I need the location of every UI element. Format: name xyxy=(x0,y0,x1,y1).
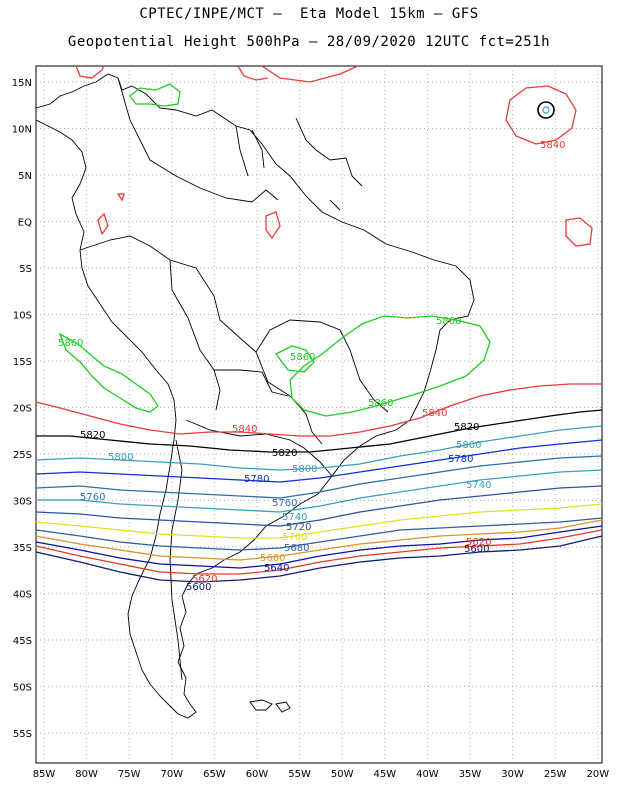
lon-tick-label: 70W xyxy=(160,769,183,780)
lon-tick-label: 20W xyxy=(586,769,609,780)
contour-label: 5820 xyxy=(80,430,105,441)
map-title-line2: Geopotential Height 500hPa – 28/09/2020 … xyxy=(67,34,551,50)
lat-tick-label: 30S xyxy=(13,497,32,508)
map-title-line1: CPTEC/INPE/MCT – Eta Model 15km – GFS xyxy=(139,6,479,22)
contour-label: 5840 xyxy=(540,140,565,151)
south-america-coast xyxy=(35,73,475,719)
contour-5840-main xyxy=(35,383,602,437)
contour-high-center xyxy=(537,101,555,119)
contour-label: 5840 xyxy=(422,408,447,419)
lat-tick-label: 10S xyxy=(13,311,32,322)
contour-5860-central xyxy=(275,345,315,373)
contour-5600 xyxy=(35,535,603,583)
contour-5840-top xyxy=(75,65,359,83)
contour-label: 5600 xyxy=(186,582,211,593)
contour-label: 5860 xyxy=(290,352,315,363)
contour-5820 xyxy=(36,409,603,453)
contour-5720 xyxy=(35,485,603,527)
contour-5740 xyxy=(36,469,603,513)
contour-5760 xyxy=(35,455,603,499)
lat-tick-label: 50S xyxy=(13,683,32,694)
contour-label: 5720 xyxy=(286,522,311,533)
lon-tick-label: 65W xyxy=(203,769,226,780)
contour-label: 5680 xyxy=(284,543,309,554)
contour-label: 5660 xyxy=(260,553,285,564)
contour-5680 xyxy=(35,517,603,551)
lat-tick-label: 5S xyxy=(19,264,32,275)
lon-tick-label: 80W xyxy=(75,769,98,780)
contour-label: 5780 xyxy=(448,454,473,465)
contour-label: 5740 xyxy=(466,480,491,491)
contour-5860-nw xyxy=(129,83,181,107)
contour-label: 5620 xyxy=(192,574,217,585)
contour-label: 5760 xyxy=(80,492,105,503)
contour-5860-east xyxy=(289,315,491,417)
contour-label: 5600 xyxy=(464,544,489,555)
contour-label: 5860 xyxy=(368,398,393,409)
lon-tick-label: 25W xyxy=(544,769,567,780)
contour-label: 5860 xyxy=(436,316,461,327)
contour-label: 5620 xyxy=(466,537,491,548)
contour-label: 5840 xyxy=(232,424,257,435)
lat-tick-label: 45S xyxy=(13,636,32,647)
lat-tick-label: 10N xyxy=(12,125,32,136)
lat-tick-label: 15N xyxy=(12,78,32,89)
contour-label: 5780 xyxy=(244,474,269,485)
contour-label: 5800 xyxy=(108,452,133,463)
lat-tick-label: 25S xyxy=(13,450,32,461)
axis-ticks: 85W 80W 75W 70W 65W 60W 55W 50W 45W 40W 35W 30W 25W 2… xyxy=(12,78,609,780)
lon-tick-label: 75W xyxy=(118,769,141,780)
grid-lines xyxy=(36,66,602,763)
contour-label: 5820 xyxy=(454,422,479,433)
country-borders xyxy=(79,77,389,681)
contour-5840-islands xyxy=(97,193,593,247)
contour-high-inner xyxy=(542,106,550,114)
island-falklands xyxy=(249,699,291,713)
contour-5800 xyxy=(35,425,603,471)
contour-5860-west xyxy=(58,332,159,413)
lat-tick-label: 55S xyxy=(13,729,32,740)
contour-label: 5800 xyxy=(292,464,317,475)
lon-tick-label: 85W xyxy=(33,769,56,780)
contour-5620 xyxy=(35,529,603,575)
contour-5660 xyxy=(35,519,603,561)
lon-tick-label: 30W xyxy=(501,769,524,780)
lon-tick-label: 35W xyxy=(459,769,482,780)
contour-labels: 5860 5860 5860 5860 5840 5840 5840 5820 … xyxy=(58,140,565,593)
lon-tick-label: 55W xyxy=(288,769,311,780)
lon-tick-label: 50W xyxy=(331,769,354,780)
lon-tick-label: 45W xyxy=(373,769,396,780)
contour-5640 xyxy=(35,525,603,569)
lat-tick-label: 35S xyxy=(13,543,32,554)
contour-label: 5820 xyxy=(272,448,297,459)
contour-5700 xyxy=(35,503,603,539)
lat-tick-label: 15S xyxy=(13,357,32,368)
contour-label: 5800 xyxy=(456,440,481,451)
lat-tick-label: EQ xyxy=(18,218,32,229)
coastlines xyxy=(35,73,475,719)
lon-tick-label: 40W xyxy=(416,769,439,780)
contour-label: 5700 xyxy=(282,532,307,543)
contour-5780 xyxy=(35,439,603,483)
contour-label: 5640 xyxy=(264,563,289,574)
contour-label: 5740 xyxy=(282,512,307,523)
contour-label: 5860 xyxy=(58,338,83,349)
lat-tick-label: 5N xyxy=(18,171,32,182)
contour-label: 5760 xyxy=(272,498,297,509)
lon-tick-label: 60W xyxy=(246,769,269,780)
lat-tick-label: 20S xyxy=(13,404,32,415)
lat-tick-label: 40S xyxy=(13,590,32,601)
height-contours xyxy=(35,65,603,583)
contour-5840-ne-ocean xyxy=(505,85,577,145)
